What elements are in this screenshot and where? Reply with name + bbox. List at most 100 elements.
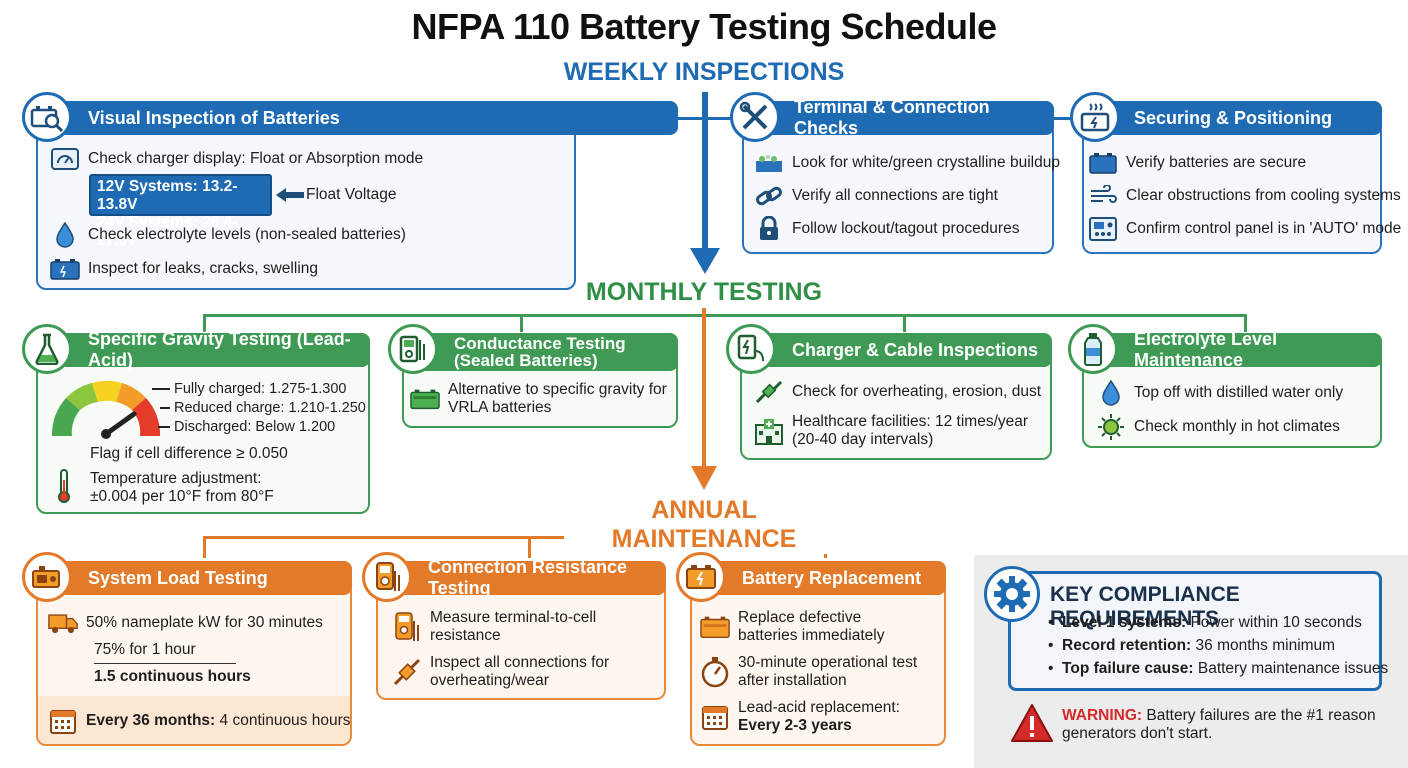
arrow-left-icon <box>276 188 304 202</box>
weekly-flow-line <box>702 92 708 254</box>
battery-secure-icon <box>1088 150 1118 176</box>
terminal-header: Terminal & Connection Checks <box>736 97 1054 138</box>
compliance-item-1: • Level 1 systems: Power within 10 secon… <box>1048 614 1362 631</box>
compliance-title: KEY COMPLIANCE REQUIREMENTS <box>1050 583 1240 630</box>
load-footer <box>38 696 350 744</box>
resistance-item-2: Inspect all connections for overheating/… <box>392 654 609 690</box>
temp-adjust-line-2: ±0.004 per 10°F from 80°F <box>90 488 274 505</box>
load-header: System Load Testing <box>30 561 352 595</box>
corrosion-icon <box>754 150 784 176</box>
conductance-text: Alternative to specific gravity for VRLA… <box>448 381 667 417</box>
control-panel-icon <box>1088 216 1118 242</box>
float-voltage-label: Float Voltage <box>306 186 397 203</box>
conductance-item: Alternative to specific gravity for VRLA… <box>410 381 667 417</box>
securing-item-1: Verify batteries are secure <box>1088 150 1306 176</box>
resistance-item-1: Measure terminal-to-cell resistance <box>392 609 596 645</box>
securing-item-3-text: Confirm control panel is in 'AUTO' mode <box>1126 220 1402 237</box>
weekly-connector <box>1052 117 1082 120</box>
replacement-item-1-line-1: Replace defective <box>738 609 862 626</box>
electrolyte-title: Electrolyte Level Maintenance <box>1134 329 1278 370</box>
electrolyte-item-1: Top off with distilled water only <box>1096 380 1343 406</box>
replacement-item-2-line-2: after installation <box>738 672 847 689</box>
blue-drop-icon <box>1096 380 1126 406</box>
replacement-item-1-text: Replace defective batteries immediately <box>738 609 884 645</box>
charger-display-text: Check charger display: Float or Absorpti… <box>88 150 424 167</box>
leaks-item: Inspect for leaks, cracks, swelling <box>50 256 318 282</box>
section-annual: ANNUAL MAINTENANCE <box>564 496 844 554</box>
voltage-12v: 12V Systems: 13.2-13.8V <box>97 178 238 213</box>
resistance-item-2-line-1: Inspect all connections for <box>430 654 610 671</box>
gravity-title: Specific Gravity Testing (Lead-Acid) <box>88 329 351 370</box>
load-item-2: 75% for 1 hour <box>94 641 196 658</box>
conductance-line-2: VRLA batteries <box>448 399 552 416</box>
electrolyte-item-2-text: Check monthly in hot climates <box>1134 418 1340 435</box>
compliance-item-2-bold: Record retention: <box>1062 637 1192 654</box>
annual-connector <box>528 536 531 558</box>
battery-icon <box>50 256 80 282</box>
resistance-header: Connection Resistance Testing <box>370 557 666 598</box>
section-weekly: WEEKLY INSPECTIONS <box>554 58 854 87</box>
charger-header: Charger & Cable Inspections <box>734 333 1052 367</box>
meter-probe-icon <box>392 610 422 644</box>
charger-display-item: Check charger display: Float or Absorpti… <box>50 146 423 172</box>
leaks-text: Inspect for leaks, cracks, swelling <box>88 260 319 277</box>
meter-icon <box>388 324 438 374</box>
compliance-item-3: • Top failure cause: Battery maintenance… <box>1048 660 1389 677</box>
terminal-item-3-text: Follow lockout/tagout procedures <box>792 220 1020 237</box>
battery-search-icon <box>22 92 72 142</box>
resistance-title: Connection Resistance Testing <box>428 557 628 598</box>
weekly-connector <box>676 117 740 120</box>
compliance-item-1-rest: Power within 10 seconds <box>1190 614 1362 631</box>
calendar-orange-icon <box>700 700 730 734</box>
conductance-title-2: (Sealed Batteries) <box>454 351 598 370</box>
fully-charged-label: Fully charged: 1.275-1.300 <box>174 381 347 397</box>
lock-icon <box>754 216 784 242</box>
securing-header: Securing & Positioning <box>1076 101 1382 135</box>
monthly-connector <box>203 314 1247 317</box>
charger-item-2-text: Healthcare facilities: 12 times/year (20… <box>792 413 1028 449</box>
float-voltage-box: 12V Systems: 13.2-13.8V 24V Systems: 26.… <box>89 174 272 249</box>
conductance-header: Conductance Testing (Sealed Batteries) <box>396 333 678 371</box>
compliance-item-3-bold: Top failure cause: <box>1062 660 1194 677</box>
securing-item-1-text: Verify batteries are secure <box>1126 154 1307 171</box>
monthly-connector <box>1244 314 1247 332</box>
charger-plug-icon <box>726 324 776 374</box>
gravity-gauge-icon <box>51 380 161 439</box>
electrolyte-item-1-text: Top off with distilled water only <box>1134 384 1344 401</box>
divider <box>94 663 236 664</box>
terminal-item-1-text: Look for white/green crystalline buildup <box>792 154 1060 171</box>
hospital-icon <box>754 418 784 445</box>
terminal-title: Terminal & Connection Checks <box>794 97 990 138</box>
discharged-label: Discharged: Below 1.200 <box>174 419 336 435</box>
monthly-flow-line <box>702 308 706 470</box>
compliance-item-3-rest: Battery maintenance issues <box>1197 660 1389 677</box>
replacement-item-3: Lead-acid replacement: Every 2-3 years <box>700 699 900 735</box>
replacement-item-2-line-1: 30-minute operational test <box>738 654 918 671</box>
load-item-3: 1.5 continuous hours <box>94 668 251 685</box>
thermometer-icon <box>54 468 74 509</box>
weekly-arrow-icon <box>690 248 720 274</box>
flag-text: Flag if cell difference ≥ 0.050 <box>90 445 288 462</box>
electrolyte-header: Electrolyte Level Maintenance <box>1076 329 1382 370</box>
leader-line <box>152 388 170 390</box>
tools-icon <box>730 92 780 142</box>
charger-item-2-line-1: Healthcare facilities: 12 times/year <box>792 413 1029 430</box>
visual-inspection-header: Visual Inspection of Batteries <box>30 101 678 135</box>
reduced-charge-label: Reduced charge: 1.210-1.250 <box>174 400 366 416</box>
warning-icon <box>1011 704 1053 742</box>
conductance-title-1: Conductance Testing <box>454 334 626 353</box>
replacement-title: Battery Replacement <box>742 567 922 588</box>
link-icon <box>754 183 784 209</box>
monthly-connector <box>520 314 523 332</box>
charger-item-1-text: Check for overheating, erosion, dust <box>792 383 1041 400</box>
multimeter-icon <box>362 552 412 602</box>
water-bottle-icon <box>1068 324 1118 374</box>
replacement-item-3-text: Lead-acid replacement: Every 2-3 years <box>738 699 900 735</box>
conductance-line-1: Alternative to specific gravity for <box>448 381 667 398</box>
stopwatch-icon <box>700 655 730 689</box>
annual-connector <box>203 536 827 539</box>
load-item-1: 50% nameplate kW for 30 minutes <box>48 610 323 636</box>
replacement-item-1: Replace defective batteries immediately <box>700 609 884 645</box>
truck-icon <box>48 610 78 636</box>
electrolyte-item-2: Check monthly in hot climates <box>1096 414 1340 440</box>
